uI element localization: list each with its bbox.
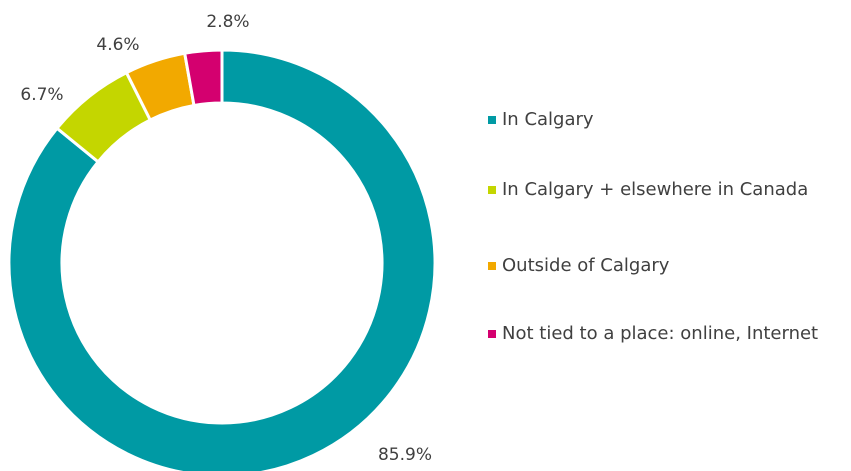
legend-swatch bbox=[488, 262, 496, 270]
donut-slice bbox=[7, 48, 437, 471]
legend-item: In Calgary + elsewhere in Canada bbox=[488, 176, 832, 203]
data-label: 4.6% bbox=[96, 35, 139, 55]
legend-item: Not tied to a place: online, Internet bbox=[488, 320, 832, 347]
data-label: 85.9% bbox=[378, 445, 432, 465]
data-label: 2.8% bbox=[206, 12, 249, 32]
legend-label: Outside of Calgary bbox=[502, 255, 670, 276]
legend-item: In Calgary bbox=[488, 106, 832, 133]
donut-slice bbox=[182, 48, 224, 108]
legend-label: Not tied to a place: online, Internet bbox=[502, 323, 819, 344]
legend-swatch bbox=[488, 330, 496, 338]
legend-item: Outside of Calgary bbox=[488, 252, 832, 279]
data-label: 6.7% bbox=[20, 85, 63, 105]
legend-label: In Calgary bbox=[502, 109, 594, 130]
legend-swatch bbox=[488, 116, 496, 124]
legend-label: In Calgary + elsewhere in Canada bbox=[502, 179, 809, 200]
legend-swatch bbox=[488, 186, 496, 194]
